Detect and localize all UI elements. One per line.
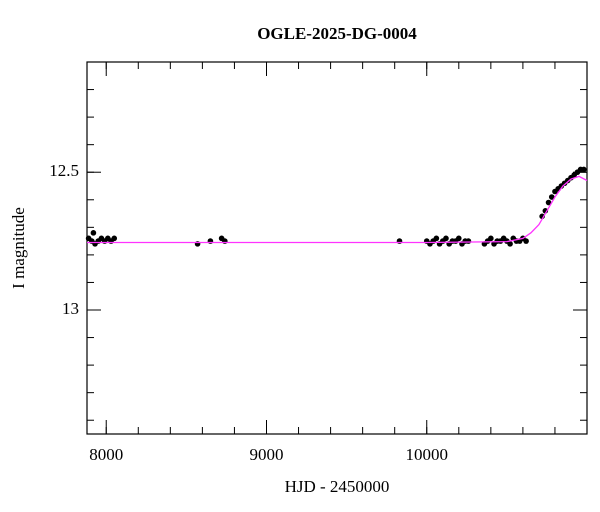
data-point <box>111 235 118 242</box>
data-point <box>548 194 555 200</box>
y-tick-label: 13 <box>62 299 79 318</box>
chart-title: OGLE-2025-DG-0004 <box>257 24 417 43</box>
model-curve <box>87 175 588 244</box>
data-point <box>545 199 552 206</box>
data-point <box>488 235 494 242</box>
data-point <box>455 235 462 242</box>
data-point <box>580 166 587 173</box>
x-tick-label: 10000 <box>405 445 448 464</box>
data-point <box>443 235 449 242</box>
data-point <box>90 230 97 236</box>
y-tick-label: 12.5 <box>49 161 79 180</box>
data-point <box>433 235 440 242</box>
plot-frame <box>86 61 588 435</box>
data-point <box>523 238 529 244</box>
data-point <box>465 238 472 244</box>
x-tick-label: 8000 <box>89 445 123 464</box>
y-axis-label: I magnitude <box>9 207 28 289</box>
x-tick-label: 9000 <box>249 445 283 464</box>
x-axis-label: HJD - 2450000 <box>285 477 390 496</box>
data-point <box>507 241 513 247</box>
